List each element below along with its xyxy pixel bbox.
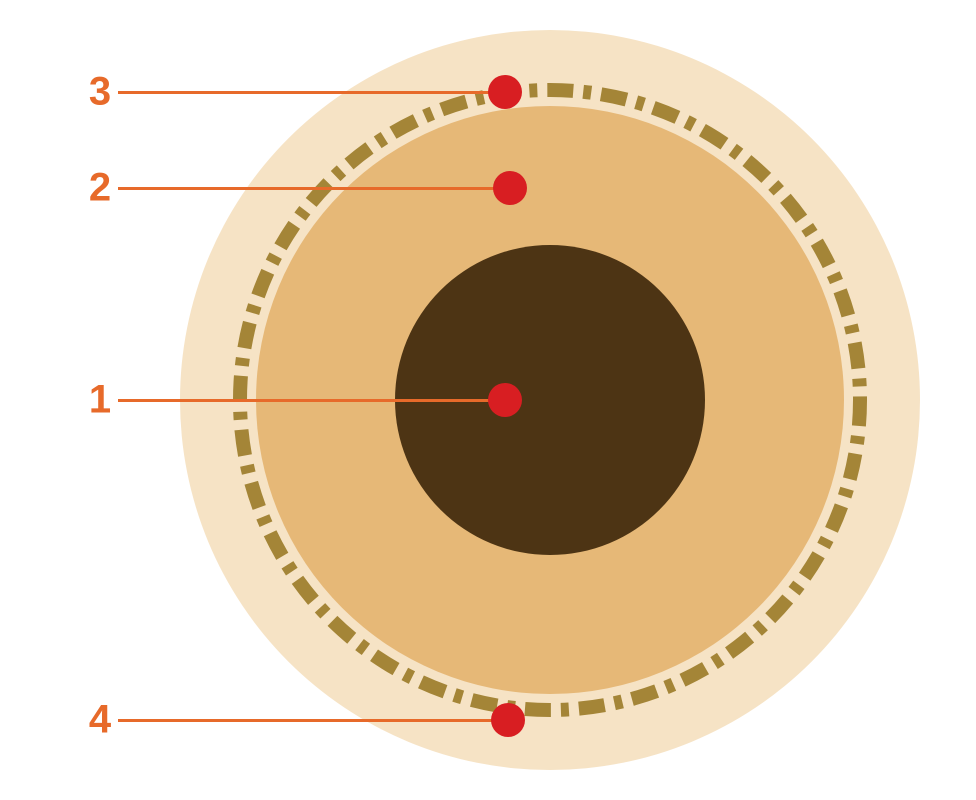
label-2: 2 <box>89 166 111 211</box>
leader-line-1 <box>118 399 505 402</box>
leader-line-2 <box>118 187 510 190</box>
leader-line-4 <box>118 719 508 722</box>
label-4: 4 <box>89 698 111 743</box>
marker-1 <box>488 383 522 417</box>
marker-4 <box>491 703 525 737</box>
marker-3 <box>488 75 522 109</box>
leader-line-3 <box>118 91 505 94</box>
diagram-stage: 3 2 1 4 <box>0 0 976 800</box>
marker-2 <box>493 171 527 205</box>
label-3: 3 <box>89 70 111 115</box>
label-1: 1 <box>89 378 111 423</box>
